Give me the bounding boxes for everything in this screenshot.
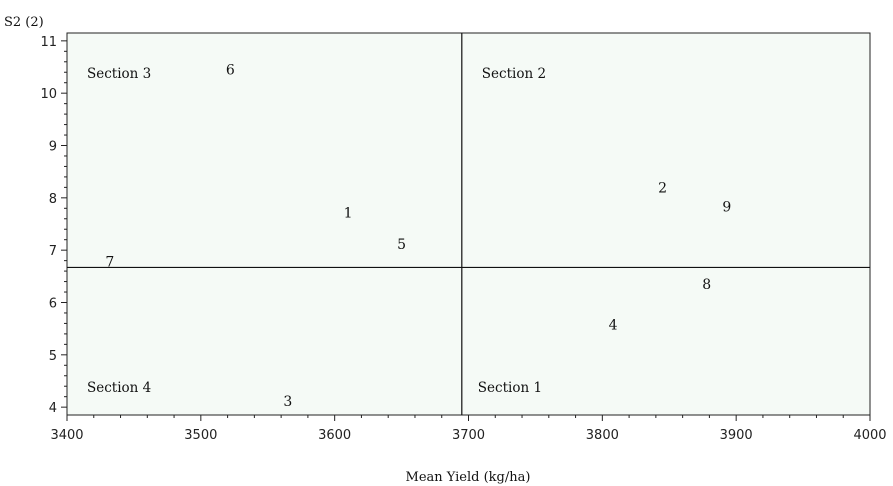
y-tick-label: 6: [49, 296, 57, 311]
plot-background: [67, 33, 870, 415]
section-label: Section 3: [87, 66, 151, 82]
x-tick-label: 3600: [318, 428, 351, 443]
y-tick-label: 10: [40, 87, 57, 102]
x-tick-label: 4000: [853, 428, 886, 443]
x-tick-label: 3900: [720, 428, 753, 443]
point-label: 2: [658, 180, 667, 196]
y-tick-label: 11: [40, 35, 57, 50]
section-label: Section 2: [482, 66, 546, 82]
point-label: 5: [397, 237, 406, 253]
y-axis: 4 5 6 7 8 9 10 11: [40, 35, 67, 416]
point-label: 8: [702, 277, 711, 293]
point-label: 9: [722, 200, 731, 216]
section-labels: Section 3 Section 2 Section 4 Section 1: [87, 66, 546, 396]
x-tick-label: 3800: [586, 428, 619, 443]
section-label: Section 1: [478, 380, 542, 396]
reference-lines: [67, 33, 870, 415]
y-tick-label: 5: [49, 349, 57, 364]
point-label: 4: [609, 317, 618, 333]
point-label: 3: [283, 394, 292, 410]
section-label: Section 4: [87, 380, 151, 396]
x-tick-label: 3400: [50, 428, 83, 443]
data-points: 1 2 3 4 5 6 7 8 9: [105, 63, 731, 410]
point-label: 7: [105, 255, 114, 271]
x-axis: 3400 3500 3600 3700 3800 3900 4000: [50, 415, 887, 443]
x-tick-label: 3500: [184, 428, 217, 443]
y-tick-label: 7: [49, 244, 57, 259]
y-axis-label: S2 (2): [4, 15, 44, 30]
y-tick-label: 8: [49, 192, 57, 207]
y-tick-label: 4: [49, 401, 57, 416]
x-tick-label: 3700: [452, 428, 485, 443]
y-tick-label: 9: [49, 140, 57, 155]
x-axis-label: Mean Yield (kg/ha): [406, 470, 531, 485]
point-label: 6: [226, 63, 235, 79]
point-label: 1: [344, 205, 353, 221]
